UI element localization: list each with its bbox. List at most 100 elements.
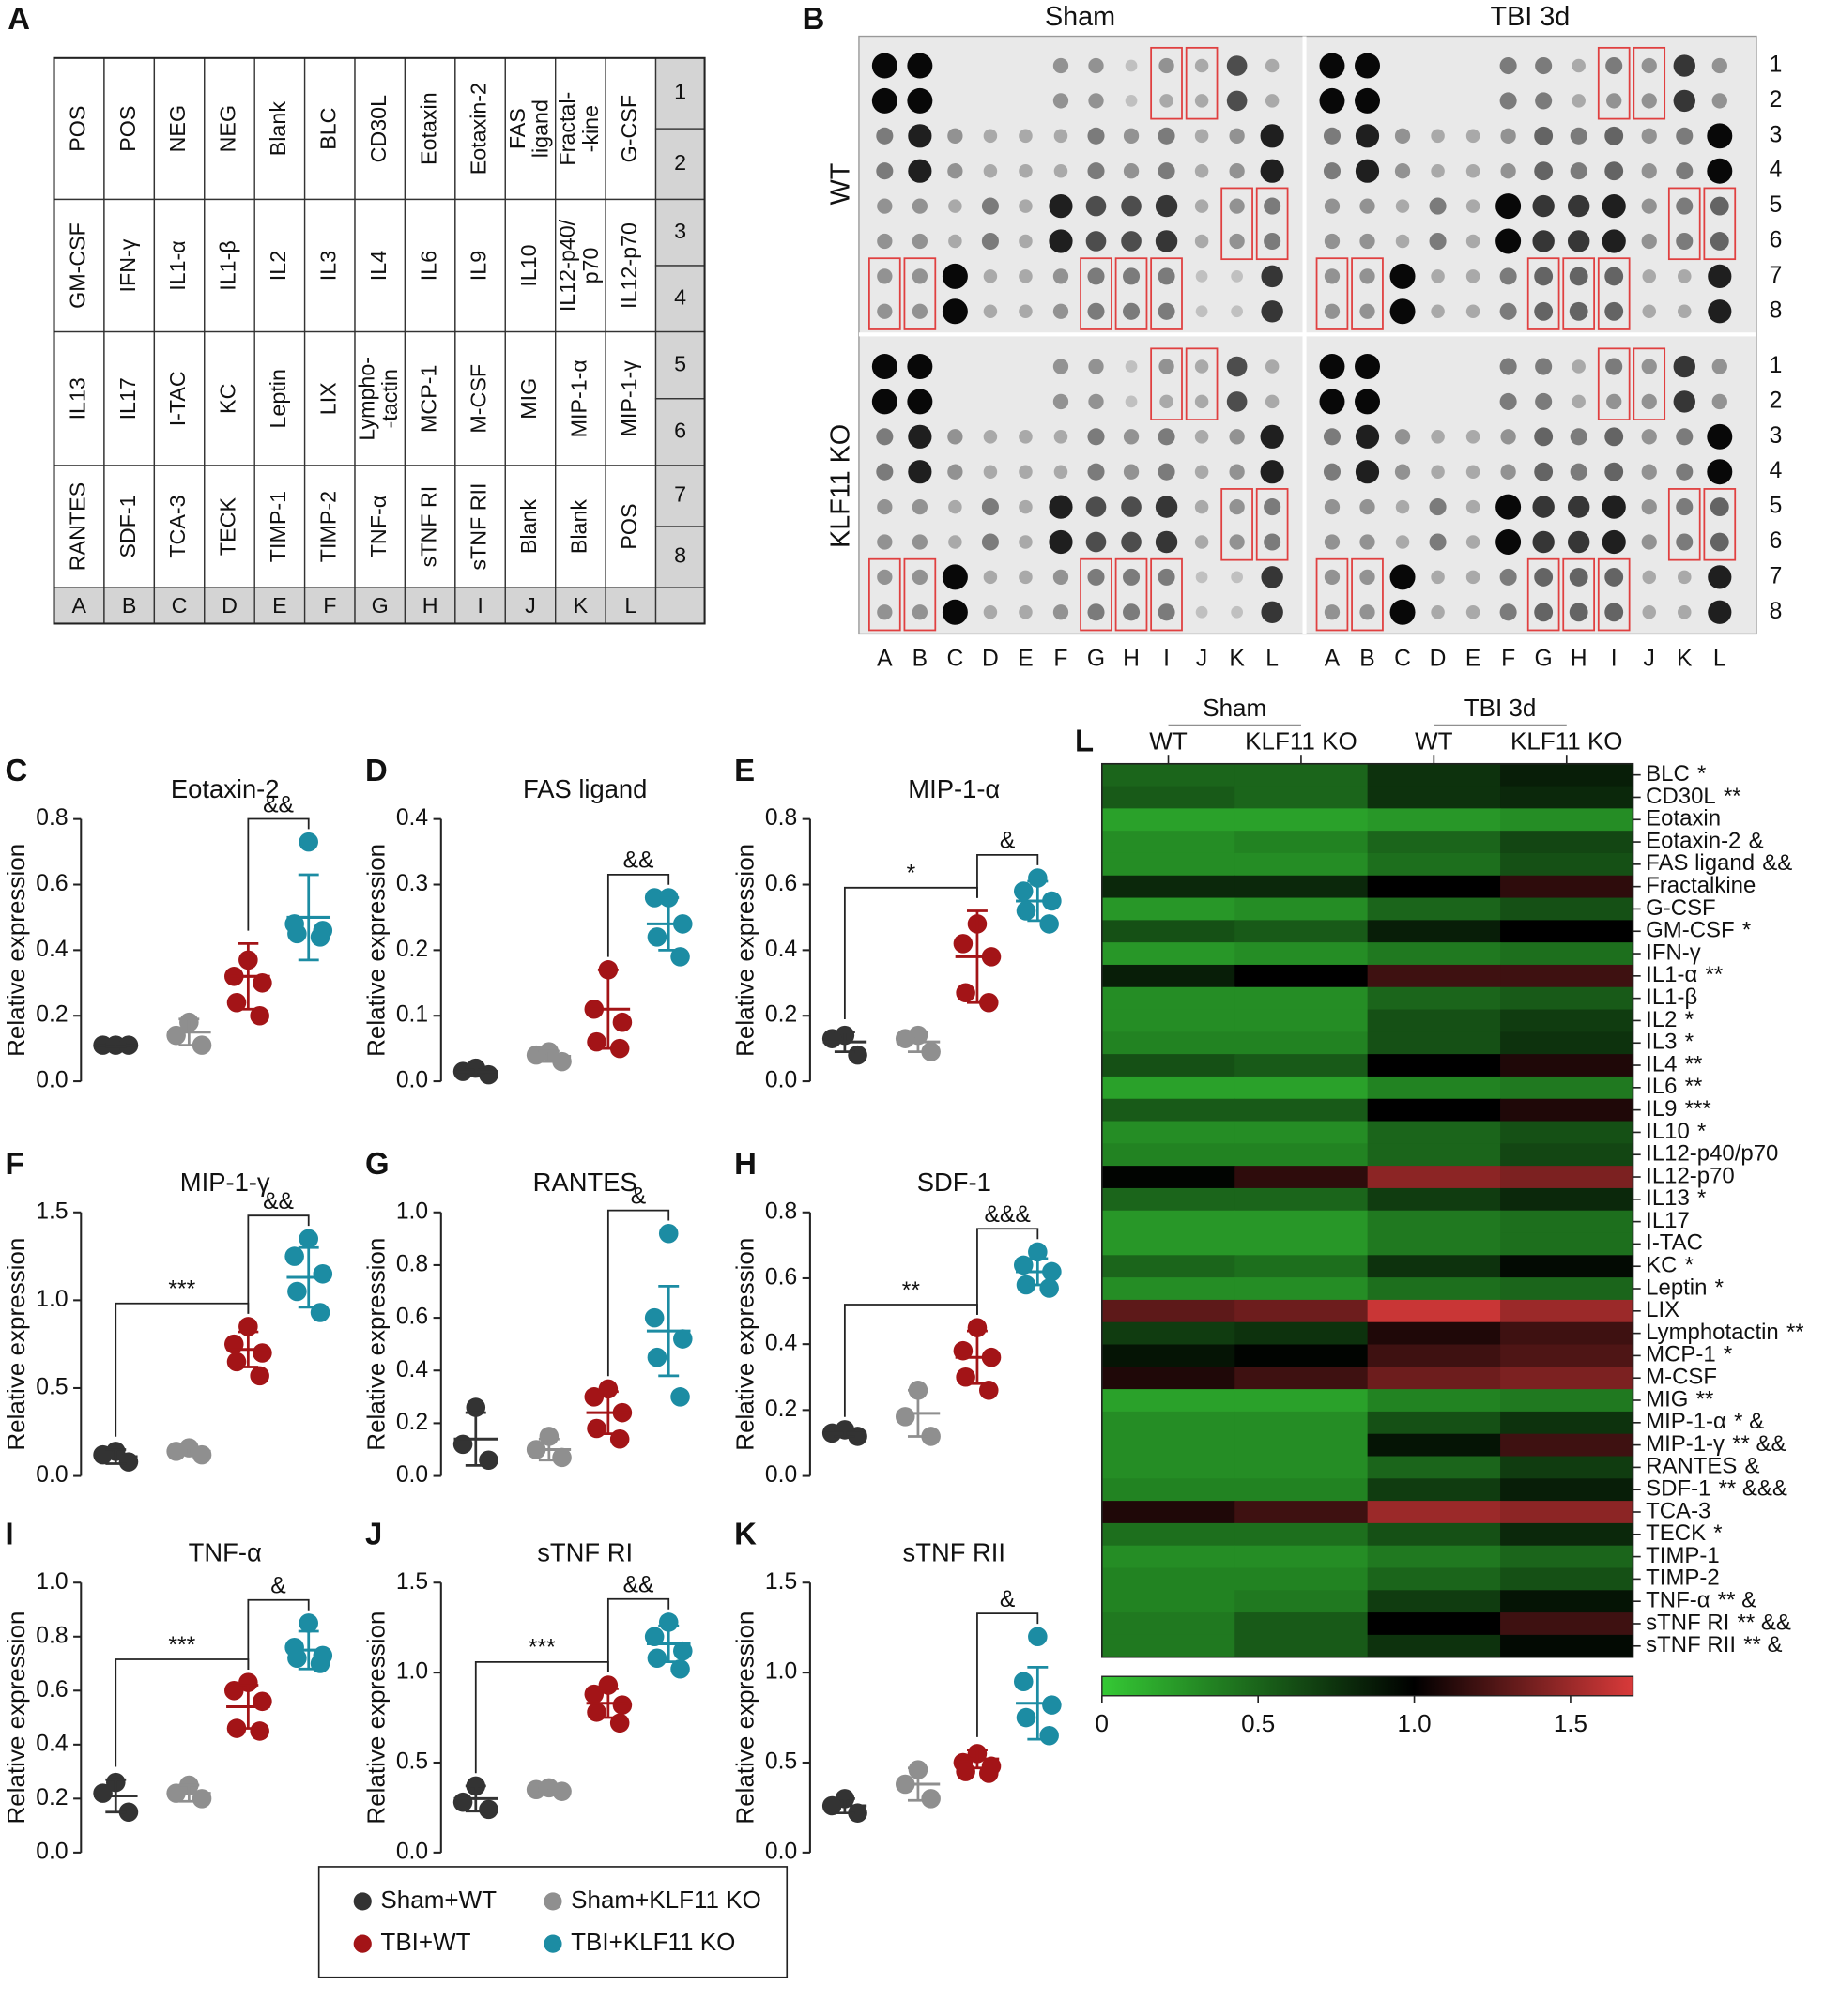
data-point	[673, 1329, 693, 1349]
blot-dot	[1231, 305, 1243, 318]
data-point	[224, 1681, 244, 1701]
data-point	[253, 973, 272, 993]
column-letter: A	[71, 593, 86, 618]
error-bar	[298, 1629, 319, 1671]
heatmap-cell	[1234, 1522, 1369, 1547]
blot-dot	[1121, 496, 1142, 517]
heatmap-cell	[1367, 1411, 1501, 1435]
y-tick-label: 0.4	[765, 1331, 797, 1356]
blot-dot	[1641, 464, 1657, 480]
data-point	[609, 1428, 630, 1449]
heatmap-cell	[1101, 875, 1235, 899]
blot-dot	[1535, 358, 1553, 375]
heatmap-cell	[1101, 763, 1235, 787]
blot-dot	[1394, 128, 1411, 144]
heatmap-cell	[1101, 1277, 1235, 1301]
blot-dot	[1194, 58, 1209, 73]
row-label: IL9	[1646, 1096, 1677, 1122]
blot-dot	[1389, 599, 1416, 625]
data-point	[848, 1427, 867, 1446]
blot-row-number: 7	[1770, 563, 1783, 588]
blot-dot	[1323, 127, 1342, 145]
highlight-box	[1255, 187, 1289, 261]
chart-title: FAS ligand	[523, 774, 647, 803]
data-point	[452, 1792, 473, 1812]
heatmap-cell	[1367, 831, 1501, 854]
y-tick-label: 0.8	[396, 1251, 428, 1276]
row-label: IL12-p40/p70	[1646, 1141, 1778, 1167]
y-axis-label: Relative expression	[2, 1238, 30, 1451]
blot-column-letter: C	[946, 646, 963, 671]
blot-dot	[1707, 158, 1733, 184]
heatmap-cell	[1234, 1567, 1369, 1591]
heatmap-cell	[1101, 1121, 1235, 1144]
data-point	[479, 1450, 498, 1470]
heatmap-cell	[1500, 1255, 1634, 1278]
blot-dot	[1676, 498, 1694, 516]
heatmap-cell	[1234, 852, 1369, 877]
blot-row-number: 4	[1770, 458, 1783, 483]
cell-label: IL6	[416, 251, 440, 281]
row-significance: *	[1724, 1342, 1732, 1367]
panel-letter: E	[734, 753, 755, 787]
row-significance: **	[1685, 1051, 1703, 1077]
cell-label: CD30L	[366, 95, 391, 162]
blot-dot	[948, 499, 962, 514]
blot-dot	[1194, 499, 1209, 514]
blot-genotype-label: WT	[826, 163, 856, 206]
heatmap-cell	[1234, 763, 1369, 787]
row-label: Eotaxin	[1646, 806, 1721, 832]
heatmap-cell	[1500, 1166, 1634, 1189]
y-tick-label: 1.5	[765, 1569, 797, 1595]
blot-row-number: 3	[1770, 122, 1783, 147]
data-point	[224, 1334, 244, 1354]
blot-dot	[1359, 233, 1375, 250]
blot-dot	[1676, 428, 1694, 446]
data-point	[612, 1695, 633, 1715]
blot-dot	[1087, 463, 1105, 481]
blot-column-letter: D	[1430, 646, 1447, 671]
blot-dot	[1019, 163, 1033, 178]
row-label: IL1-α	[1646, 962, 1697, 987]
blot-dot	[1495, 193, 1522, 220]
blot-dot	[1678, 269, 1692, 283]
error-bar	[1027, 1257, 1049, 1287]
y-tick-label: 0.4	[396, 1357, 428, 1382]
heatmap-cell	[1367, 1299, 1501, 1323]
blot-dot	[983, 304, 998, 319]
row-number-cell	[654, 57, 706, 130]
cell-label: IL12-p40/	[555, 219, 579, 312]
data-point	[192, 1035, 212, 1055]
blot-dot	[1229, 534, 1245, 550]
blot-dot	[1158, 127, 1175, 145]
significance-bracket	[247, 1598, 310, 1670]
heatmap-cell	[1101, 1612, 1235, 1636]
blot-dot	[1499, 358, 1517, 375]
row-label: MIP-1-γ	[1646, 1431, 1725, 1457]
heatmap-cell	[1367, 1567, 1501, 1591]
blot-dot	[1707, 423, 1733, 450]
cell-label: IL2	[266, 251, 290, 281]
heatmap-cell	[1234, 964, 1369, 988]
cell-label: TNF-α	[366, 496, 391, 557]
blot-dot	[1194, 199, 1209, 213]
blot-dot	[942, 599, 968, 625]
error-bar	[178, 1783, 200, 1803]
blot-dot	[908, 159, 932, 183]
highlight-box	[1220, 187, 1253, 261]
blot-row-number: 1	[1770, 353, 1783, 378]
blot-dot	[1534, 301, 1554, 321]
blot-dot	[1359, 498, 1375, 515]
panel-letter: K	[734, 1517, 757, 1551]
blot-dot	[1642, 304, 1656, 319]
data-point	[313, 1264, 333, 1284]
significance-bracket	[843, 1304, 978, 1417]
blot-dot	[876, 428, 894, 446]
heatmap-cell	[1101, 942, 1235, 966]
data-point	[250, 1366, 269, 1386]
heatmap-cell	[1234, 1210, 1369, 1234]
blot-dot	[1465, 570, 1480, 585]
blot-dot	[1359, 534, 1375, 550]
cell-label: FAS	[505, 108, 529, 149]
blot-dot	[1355, 53, 1380, 79]
